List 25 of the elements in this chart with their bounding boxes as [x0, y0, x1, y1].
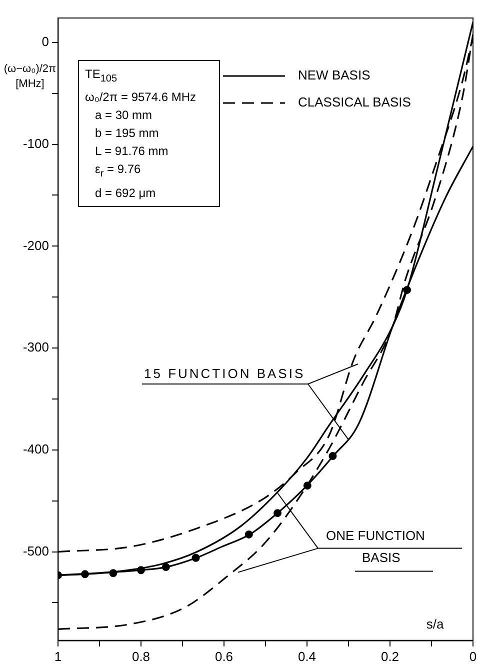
- annotation: TE$_{105}$: [85, 66, 118, 86]
- x-tick-label: 1: [54, 648, 62, 664]
- y-tick-label: -500: [22, 543, 49, 558]
- annotation: L = 91.76 mm: [94, 143, 170, 160]
- x-tick-label: 0.8: [132, 648, 150, 664]
- annotation: ω₀/2π = 9574.6 MHz: [85, 89, 198, 106]
- annotation: d = 692 μm: [94, 184, 157, 202]
- annotation: a = 30 mm: [94, 107, 154, 124]
- y-tick-label: -300: [22, 340, 49, 355]
- y-tick-label: -100: [22, 136, 49, 151]
- y-tick-label: -400: [22, 441, 49, 456]
- x-tick-label: 0.4: [298, 648, 316, 664]
- x-tick-label: 0.6: [214, 648, 234, 664]
- legend-label: NEW BASIS: [298, 68, 371, 83]
- legend-label: CLASSICAL BASIS: [298, 94, 412, 110]
- y-tick-label: 0: [42, 34, 49, 50]
- annotation: ONE FUNCTION BASIS: [326, 528, 425, 565]
- x-tick-label: 0.2: [380, 648, 400, 664]
- x-tick-label: 0: [469, 648, 477, 664]
- annotation: ε$_{r}$ = 9.76: [94, 161, 142, 182]
- x-axis-title: s/a: [426, 616, 444, 632]
- annotation: b = 195 mm: [94, 125, 160, 142]
- y-axis-title: (ω−ω₀)/2π [MHz]: [2, 62, 58, 92]
- annotation: 15 FUNCTION BASIS: [144, 366, 306, 381]
- y-tick-label: -200: [22, 238, 49, 253]
